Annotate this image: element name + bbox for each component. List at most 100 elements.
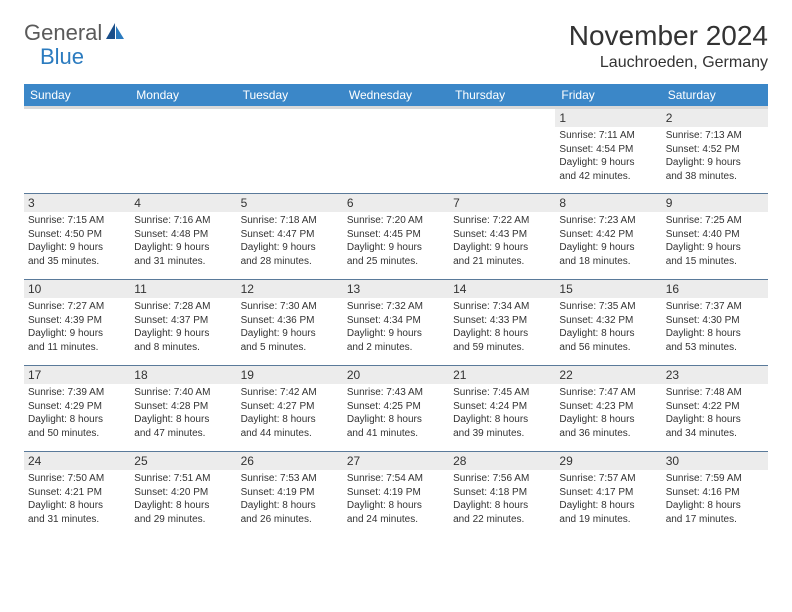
sunrise: Sunrise: 7:30 AM [241,300,339,314]
day-info: Sunrise: 7:42 AMSunset: 4:27 PMDaylight:… [237,384,343,442]
day-number: 17 [24,366,130,384]
day-header: Tuesday [237,84,343,108]
day-info: Sunrise: 7:53 AMSunset: 4:19 PMDaylight:… [237,470,343,528]
day-info: Sunrise: 7:47 AMSunset: 4:23 PMDaylight:… [555,384,661,442]
daylight-1: Daylight: 8 hours [241,499,339,513]
daylight-2: and 34 minutes. [666,427,764,441]
day-number: 30 [662,452,768,470]
calendar-week: 1Sunrise: 7:11 AMSunset: 4:54 PMDaylight… [24,108,768,194]
calendar-table: SundayMondayTuesdayWednesdayThursdayFrid… [24,84,768,538]
daylight-1: Daylight: 9 hours [453,241,551,255]
day-info: Sunrise: 7:13 AMSunset: 4:52 PMDaylight:… [662,127,768,185]
day-number: 21 [449,366,555,384]
daylight-1: Daylight: 8 hours [559,413,657,427]
calendar-cell [24,108,130,194]
sunrise: Sunrise: 7:37 AM [666,300,764,314]
sunset: Sunset: 4:27 PM [241,400,339,414]
sunrise: Sunrise: 7:35 AM [559,300,657,314]
daylight-1: Daylight: 8 hours [347,413,445,427]
title-block: November 2024 Lauchroeden, Germany [569,20,768,72]
calendar-cell: 20Sunrise: 7:43 AMSunset: 4:25 PMDayligh… [343,366,449,452]
daylight-2: and 29 minutes. [134,513,232,527]
daylight-2: and 39 minutes. [453,427,551,441]
day-number: 8 [555,194,661,212]
day-number: 19 [237,366,343,384]
sunrise: Sunrise: 7:39 AM [28,386,126,400]
daylight-2: and 22 minutes. [453,513,551,527]
day-info: Sunrise: 7:56 AMSunset: 4:18 PMDaylight:… [449,470,555,528]
calendar-cell [130,108,236,194]
sunset: Sunset: 4:34 PM [347,314,445,328]
daylight-2: and 53 minutes. [666,341,764,355]
sunrise: Sunrise: 7:59 AM [666,472,764,486]
calendar-week: 3Sunrise: 7:15 AMSunset: 4:50 PMDaylight… [24,194,768,280]
daylight-1: Daylight: 8 hours [453,327,551,341]
calendar-cell: 28Sunrise: 7:56 AMSunset: 4:18 PMDayligh… [449,452,555,538]
daylight-2: and 18 minutes. [559,255,657,269]
daylight-2: and 36 minutes. [559,427,657,441]
sunset: Sunset: 4:52 PM [666,143,764,157]
sunset: Sunset: 4:32 PM [559,314,657,328]
daylight-1: Daylight: 8 hours [28,499,126,513]
sunset: Sunset: 4:25 PM [347,400,445,414]
day-header: Friday [555,84,661,108]
day-header: Monday [130,84,236,108]
calendar-cell: 24Sunrise: 7:50 AMSunset: 4:21 PMDayligh… [24,452,130,538]
sunrise: Sunrise: 7:22 AM [453,214,551,228]
daylight-1: Daylight: 9 hours [28,327,126,341]
daylight-1: Daylight: 8 hours [559,327,657,341]
day-info: Sunrise: 7:28 AMSunset: 4:37 PMDaylight:… [130,298,236,356]
calendar-cell: 16Sunrise: 7:37 AMSunset: 4:30 PMDayligh… [662,280,768,366]
day-info: Sunrise: 7:27 AMSunset: 4:39 PMDaylight:… [24,298,130,356]
sunset: Sunset: 4:23 PM [559,400,657,414]
calendar-cell: 17Sunrise: 7:39 AMSunset: 4:29 PMDayligh… [24,366,130,452]
day-info: Sunrise: 7:59 AMSunset: 4:16 PMDaylight:… [662,470,768,528]
sunset: Sunset: 4:37 PM [134,314,232,328]
calendar-cell [237,108,343,194]
daylight-1: Daylight: 9 hours [241,327,339,341]
daylight-1: Daylight: 9 hours [559,241,657,255]
calendar-cell: 12Sunrise: 7:30 AMSunset: 4:36 PMDayligh… [237,280,343,366]
calendar-cell: 1Sunrise: 7:11 AMSunset: 4:54 PMDaylight… [555,108,661,194]
day-info: Sunrise: 7:11 AMSunset: 4:54 PMDaylight:… [555,127,661,185]
calendar-cell: 15Sunrise: 7:35 AMSunset: 4:32 PMDayligh… [555,280,661,366]
calendar-week: 24Sunrise: 7:50 AMSunset: 4:21 PMDayligh… [24,452,768,538]
day-info: Sunrise: 7:34 AMSunset: 4:33 PMDaylight:… [449,298,555,356]
daylight-1: Daylight: 9 hours [559,156,657,170]
sunrise: Sunrise: 7:23 AM [559,214,657,228]
sunset: Sunset: 4:22 PM [666,400,764,414]
daylight-1: Daylight: 8 hours [134,499,232,513]
calendar-cell: 2Sunrise: 7:13 AMSunset: 4:52 PMDaylight… [662,108,768,194]
day-info: Sunrise: 7:43 AMSunset: 4:25 PMDaylight:… [343,384,449,442]
daylight-2: and 42 minutes. [559,170,657,184]
calendar-cell: 14Sunrise: 7:34 AMSunset: 4:33 PMDayligh… [449,280,555,366]
calendar-cell [449,108,555,194]
daylight-1: Daylight: 8 hours [347,499,445,513]
day-info: Sunrise: 7:40 AMSunset: 4:28 PMDaylight:… [130,384,236,442]
day-info: Sunrise: 7:18 AMSunset: 4:47 PMDaylight:… [237,212,343,270]
day-info: Sunrise: 7:54 AMSunset: 4:19 PMDaylight:… [343,470,449,528]
day-number: 13 [343,280,449,298]
sunrise: Sunrise: 7:42 AM [241,386,339,400]
day-number: 12 [237,280,343,298]
sunrise: Sunrise: 7:53 AM [241,472,339,486]
daylight-2: and 38 minutes. [666,170,764,184]
day-number: 27 [343,452,449,470]
calendar-cell: 4Sunrise: 7:16 AMSunset: 4:48 PMDaylight… [130,194,236,280]
calendar-week: 10Sunrise: 7:27 AMSunset: 4:39 PMDayligh… [24,280,768,366]
sunrise: Sunrise: 7:34 AM [453,300,551,314]
day-header: Saturday [662,84,768,108]
day-number: 28 [449,452,555,470]
daylight-2: and 41 minutes. [347,427,445,441]
sunrise: Sunrise: 7:40 AM [134,386,232,400]
daylight-2: and 47 minutes. [134,427,232,441]
daylight-1: Daylight: 8 hours [453,499,551,513]
sunrise: Sunrise: 7:18 AM [241,214,339,228]
daylight-2: and 2 minutes. [347,341,445,355]
calendar-cell: 13Sunrise: 7:32 AMSunset: 4:34 PMDayligh… [343,280,449,366]
sunrise: Sunrise: 7:47 AM [559,386,657,400]
daylight-1: Daylight: 9 hours [241,241,339,255]
day-info: Sunrise: 7:39 AMSunset: 4:29 PMDaylight:… [24,384,130,442]
calendar-cell: 5Sunrise: 7:18 AMSunset: 4:47 PMDaylight… [237,194,343,280]
sunrise: Sunrise: 7:11 AM [559,129,657,143]
